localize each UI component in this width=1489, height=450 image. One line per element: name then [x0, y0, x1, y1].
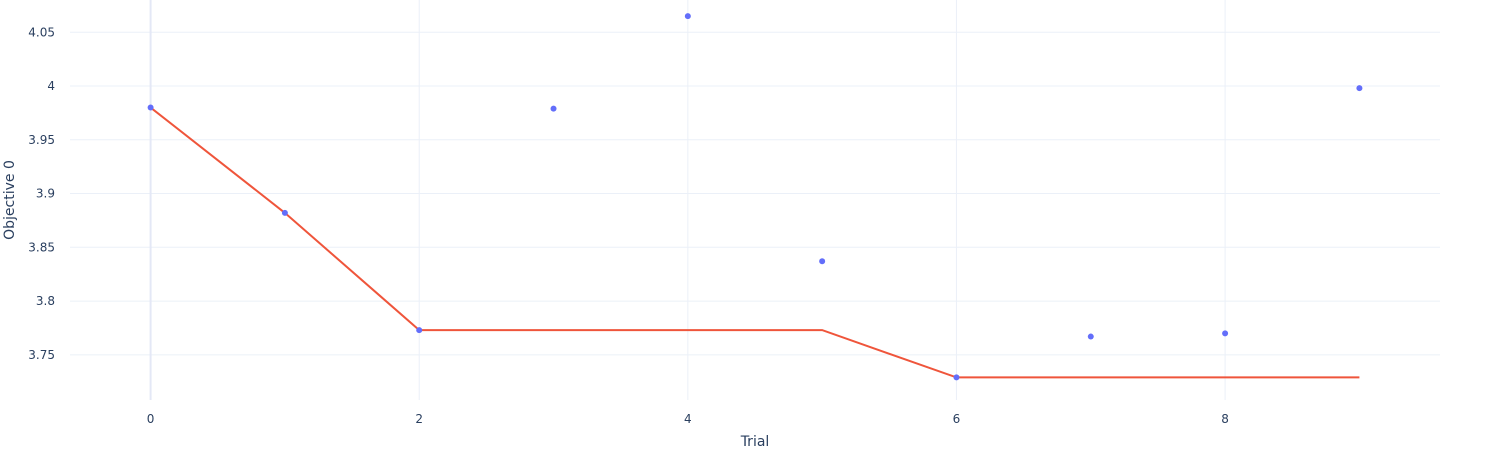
data-point[interactable]: [147, 104, 154, 111]
data-point[interactable]: [1087, 333, 1094, 340]
x-tick-label: 0: [147, 412, 155, 426]
y-axis-ticks: 3.75 3.8 3.85 3.9 3.95 4 4.05: [28, 25, 55, 362]
y-tick-label: 3.75: [28, 348, 55, 362]
y-tick-label: 3.85: [28, 240, 55, 254]
x-tick-label: 6: [953, 412, 961, 426]
best-value-line: [149, 106, 1360, 379]
objective-markers: [147, 13, 1363, 381]
data-point[interactable]: [684, 13, 691, 20]
data-point[interactable]: [416, 327, 423, 334]
y-tick-label: 4: [47, 79, 55, 93]
x-axis-title: Trial: [740, 434, 770, 450]
y-tick-label: 3.95: [28, 133, 55, 147]
y-tick-label: 4.05: [28, 25, 55, 39]
y-tick-label: 3.8: [36, 294, 55, 308]
data-point[interactable]: [819, 258, 826, 265]
data-point[interactable]: [953, 374, 960, 381]
data-point[interactable]: [1356, 85, 1363, 92]
data-point[interactable]: [550, 105, 557, 112]
x-tick-label: 8: [1221, 412, 1229, 426]
x-axis-ticks: 0 2 4 6 8: [147, 412, 1229, 426]
y-axis-title: Objective 0: [2, 160, 18, 240]
grid: [70, 0, 1440, 400]
x-tick-label: 2: [415, 412, 423, 426]
x-tick-label: 4: [684, 412, 692, 426]
y-tick-label: 3.9: [36, 187, 55, 201]
data-point[interactable]: [281, 209, 288, 216]
best-value-series-line: [149, 106, 1360, 379]
data-point[interactable]: [1222, 330, 1229, 337]
